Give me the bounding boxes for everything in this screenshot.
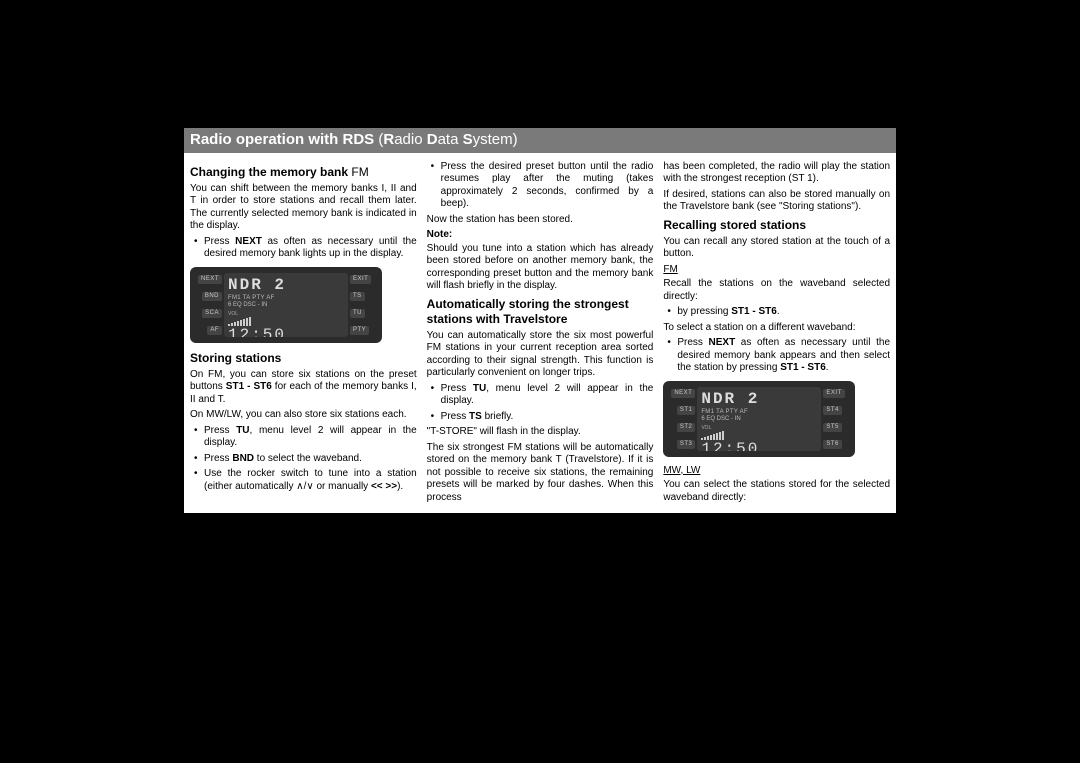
radio-clock: 12:50	[228, 325, 344, 337]
list-item: Use the rocker switch to tune into a sta…	[190, 468, 417, 493]
radio-btn: ST1	[677, 406, 696, 416]
radio-btn: ST2	[677, 423, 696, 433]
heading-changing-bank: Changing the memory bank FM	[190, 165, 417, 180]
radio-status2: 6 EQ DSC - IN	[228, 302, 344, 310]
list-item: by pressing ST1 - ST6.	[663, 306, 890, 319]
radio-status: FM1 TA PTY AF	[701, 409, 817, 417]
bullet-list: Press NEXT as often as necessary until t…	[663, 337, 890, 375]
header-bold: Radio operation with RDS	[190, 131, 378, 148]
radio-btn: NEXT	[671, 389, 695, 399]
para: You can automatically store the six most…	[427, 330, 654, 380]
manual-page: Radio operation with RDS (Radio Data Sys…	[184, 128, 896, 513]
radio-btn: EXIT	[350, 275, 371, 285]
header-adio: adio	[394, 131, 427, 148]
note-label: Note:	[427, 229, 654, 242]
para: has been completed, the radio will play …	[663, 161, 890, 186]
para: To select a station on a different waveb…	[663, 322, 890, 335]
heading-storing: Storing stations	[190, 351, 417, 366]
radio-left-buttons: NEXT ST1 ST2 ST3	[665, 385, 695, 453]
header-R: R	[383, 131, 394, 148]
heading-text: Changing the memory bank	[190, 165, 351, 179]
radio-btn: ST6	[823, 440, 842, 450]
subhead-mwlw: MW, LW	[663, 465, 890, 478]
list-item: Press NEXT as often as necessary until t…	[663, 337, 890, 375]
bullet-list: by pressing ST1 - ST6.	[663, 306, 890, 319]
heading-fm: FM	[351, 165, 368, 179]
page-header: Radio operation with RDS (Radio Data Sys…	[184, 128, 896, 153]
para: If desired, stations can also be stored …	[663, 189, 890, 214]
radio-display-figure-2: NEXT ST1 ST2 ST3 NDR 2 FM1 TA PTY AF 6 E…	[663, 381, 855, 457]
column-3: has been completed, the radio will play …	[663, 161, 890, 508]
radio-btn: AF	[207, 326, 222, 336]
radio-screen: NDR 2 FM1 TA PTY AF 6 EQ DSC - IN VOL 12…	[697, 387, 821, 451]
list-item: Press TU, menu level 2 will appear in th…	[427, 383, 654, 408]
para: On MW/LW, you can also store six station…	[190, 409, 417, 422]
header-ystem: ystem)	[473, 131, 518, 148]
column-1: Changing the memory bank FM You can shif…	[190, 161, 417, 508]
radio-btn: SCA	[202, 309, 222, 319]
radio-status2: 6 EQ DSC - IN	[701, 416, 817, 424]
radio-btn: TU	[350, 309, 365, 319]
bullet-list: Press TU, menu level 2 will appear in th…	[190, 425, 417, 494]
para: You can shift between the memory banks I…	[190, 183, 417, 233]
radio-btn: TS	[350, 292, 365, 302]
radio-btn: EXIT	[823, 389, 844, 399]
radio-btn: NEXT	[198, 275, 222, 285]
list-item: Press BND to select the waveband.	[190, 453, 417, 466]
para: You can recall any stored station at the…	[663, 236, 890, 261]
radio-left-buttons: NEXT BND SCA AF	[192, 271, 222, 339]
para: Should you tune into a station which has…	[427, 243, 654, 293]
bullet-list: Press NEXT as often as necessary until t…	[190, 236, 417, 261]
bullet-list: Press TU, menu level 2 will appear in th…	[427, 383, 654, 424]
para: Recall the stations on the waveband sele…	[663, 278, 890, 303]
subhead-fm: FM	[663, 264, 890, 277]
heading-travelstore: Automatically storing the strongest stat…	[427, 297, 654, 327]
list-item: Press the desired preset button until th…	[427, 161, 654, 211]
radio-status: FM1 TA PTY AF	[228, 295, 344, 303]
radio-station: NDR 2	[228, 275, 344, 295]
radio-station: NDR 2	[701, 389, 817, 409]
radio-display-figure-1: NEXT BND SCA AF NDR 2 FM1 TA PTY AF 6 EQ…	[190, 267, 382, 343]
column-2: Press the desired preset button until th…	[427, 161, 654, 508]
heading-recalling: Recalling stored stations	[663, 218, 890, 233]
bullet-list: Press the desired preset button until th…	[427, 161, 654, 211]
radio-clock: 12:50	[701, 439, 817, 451]
para: You can select the stations stored for t…	[663, 479, 890, 504]
radio-btn: PTY	[350, 326, 369, 336]
para: Now the station has been stored.	[427, 214, 654, 227]
para: "T-STORE" will flash in the display.	[427, 426, 654, 439]
radio-btn: ST3	[677, 440, 696, 450]
radio-right-buttons: EXIT ST4 ST5 ST6	[823, 385, 853, 453]
content-columns: Changing the memory bank FM You can shif…	[184, 153, 896, 514]
list-item: Press NEXT as often as necessary until t…	[190, 236, 417, 261]
radio-btn: ST4	[823, 406, 842, 416]
list-item: Press TS briefly.	[427, 411, 654, 424]
radio-screen: NDR 2 FM1 TA PTY AF 6 EQ DSC - IN VOL 12…	[224, 273, 348, 337]
radio-btn: ST5	[823, 423, 842, 433]
radio-btn: BND	[202, 292, 222, 302]
header-ata: ata	[438, 131, 463, 148]
header-D: D	[427, 131, 438, 148]
header-S: S	[463, 131, 473, 148]
list-item: Press TU, menu level 2 will appear in th…	[190, 425, 417, 450]
radio-right-buttons: EXIT TS TU PTY	[350, 271, 380, 339]
para: On FM, you can store six stations on the…	[190, 369, 417, 407]
para: The six strongest FM stations will be au…	[427, 442, 654, 505]
